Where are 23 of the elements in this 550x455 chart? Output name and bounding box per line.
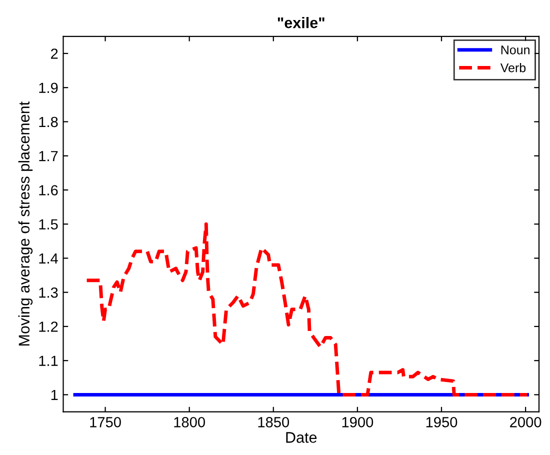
x-tick-label: 1950 [426,417,458,428]
y-tick-label: 1.8 [39,116,58,128]
x-tick-label: 1750 [90,417,121,428]
y-tick-label: 1.6 [39,185,58,196]
x-axis-title: Date [286,432,317,443]
y-tick-label: 1.1 [39,356,58,366]
y-tick-label: 1.5 [39,219,58,230]
y-tick-label: 1.9 [39,82,58,94]
x-tick-label: 2000 [510,417,542,428]
y-tick-label: 1 [51,390,58,400]
chart-title: "exile" [278,16,324,28]
legend-label: Noun [501,46,530,54]
x-tick-label: 1900 [342,417,374,428]
y-tick-label: 1.2 [39,322,58,332]
x-tick-label: 1850 [258,417,290,428]
y-tick-label: 2 [51,48,58,59]
y-tick-label: 1.3 [39,287,58,298]
y-axis-title: Moving average of stress placement [18,101,33,346]
y-tick-label: 1.7 [39,151,58,162]
y-tick-label: 1.4 [39,253,58,264]
line-series [85,222,529,396]
legend-label: Verb [500,63,526,72]
x-tick-label: 1800 [174,417,205,428]
